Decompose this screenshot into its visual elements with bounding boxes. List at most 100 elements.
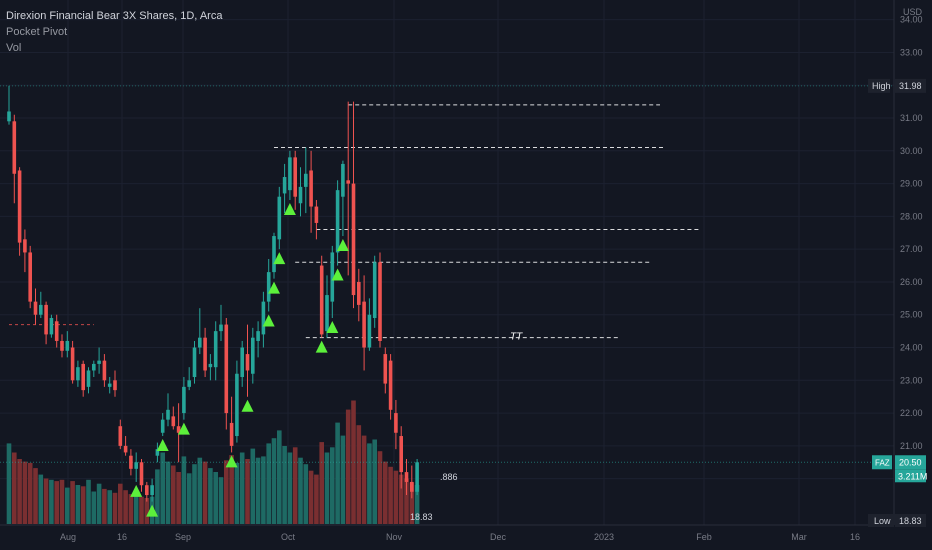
volume-bar (330, 447, 335, 524)
candle-body (39, 304, 43, 315)
candle (44, 301, 48, 345)
volume-bar (404, 478, 409, 524)
candle (12, 114, 17, 204)
volume-bar (165, 461, 171, 524)
pocket-pivot-marker (130, 484, 143, 497)
candle-body (198, 337, 202, 348)
volume-bar (128, 494, 134, 524)
pocket-pivot-marker (225, 455, 238, 468)
x-tick-label: 16 (117, 532, 127, 542)
volume-bar (356, 425, 362, 524)
volume-bar (91, 491, 97, 524)
candle (351, 101, 356, 309)
volume-bar (186, 473, 192, 524)
volume-bar (314, 474, 319, 524)
volume-bar (54, 481, 59, 524)
candle (70, 340, 75, 384)
volume-bar (176, 472, 181, 524)
candle (298, 167, 303, 217)
pocket-pivot-marker (262, 314, 275, 327)
candle-body (394, 413, 398, 433)
candle-body (166, 409, 170, 420)
y-tick-label: 29.00 (900, 179, 923, 189)
candle (23, 229, 27, 273)
candle-body (229, 422, 234, 446)
y-tick-label: 26.00 (900, 277, 923, 287)
volume-bar (298, 457, 303, 524)
candle-body (187, 380, 191, 387)
candle (399, 426, 403, 489)
candle-body (65, 340, 70, 351)
time-axis-panel (0, 525, 932, 550)
candle-body (12, 121, 17, 174)
candle (330, 245, 335, 319)
candle (319, 255, 324, 338)
volume-bar (292, 447, 298, 524)
pocket-pivot-marker (326, 321, 339, 334)
volume-bar (118, 483, 123, 524)
candle-body (357, 281, 361, 305)
candle-body (155, 449, 160, 456)
volume-bar (345, 409, 351, 524)
chart-legend: Direxion Financial Bear 3X Shares, 1D, A… (6, 8, 222, 56)
volume-bar (308, 470, 314, 524)
y-tick-label: 22.00 (900, 408, 923, 418)
candle-body (171, 416, 176, 427)
candle-body (319, 265, 324, 335)
candle-body (54, 321, 59, 341)
last-price-bg (895, 455, 926, 470)
candle-body (298, 186, 303, 204)
volume-bar (86, 479, 91, 524)
candle (134, 452, 138, 482)
candle (182, 377, 186, 420)
volume-bar (96, 483, 102, 524)
candle (325, 275, 329, 338)
candle-body (160, 419, 165, 433)
candle (81, 360, 85, 397)
volume-bar (213, 472, 218, 524)
x-tick-label: Feb (696, 532, 712, 542)
candle (102, 354, 107, 387)
volume-bar (65, 487, 70, 524)
x-tick-label: 16 (850, 532, 860, 542)
pocket-pivot-marker (241, 399, 254, 412)
volume-bar (181, 456, 187, 524)
low-tag-bg (868, 514, 894, 527)
candle-body (304, 173, 308, 187)
volume-bar (377, 451, 383, 524)
candle (176, 403, 181, 463)
candle (129, 449, 133, 476)
volume-bar (234, 462, 240, 524)
volume-annotation: .886 (440, 472, 458, 482)
volume-bar (282, 446, 287, 524)
candle (415, 458, 419, 496)
volume-bar (393, 470, 399, 524)
candle-body (7, 111, 11, 122)
volume-bar (123, 490, 128, 524)
volume-bar (303, 464, 309, 524)
volume-bar (277, 430, 282, 524)
chart-title[interactable]: Direxion Financial Bear 3X Shares, 1D, A… (6, 10, 223, 22)
candle (17, 167, 22, 256)
candle (341, 160, 345, 237)
candle-body (362, 301, 366, 348)
candle (198, 308, 202, 355)
volume-bar (340, 435, 346, 524)
candle (33, 288, 38, 325)
candle (208, 354, 213, 381)
volume-label[interactable]: Vol (6, 42, 22, 54)
candle-body (44, 304, 48, 335)
candle (394, 399, 398, 450)
pocket-pivot-marker (268, 281, 280, 294)
candle-body (176, 426, 181, 433)
candle (245, 324, 250, 397)
low-annotation: 18.83 (410, 512, 433, 522)
candle-body (182, 386, 186, 414)
volume-value-bg (895, 469, 926, 483)
candle-body (49, 318, 54, 335)
x-tick-label: Mar (791, 532, 807, 542)
pocket-pivot-label[interactable]: Pocket Pivot (6, 26, 68, 38)
candle-body (150, 485, 154, 496)
